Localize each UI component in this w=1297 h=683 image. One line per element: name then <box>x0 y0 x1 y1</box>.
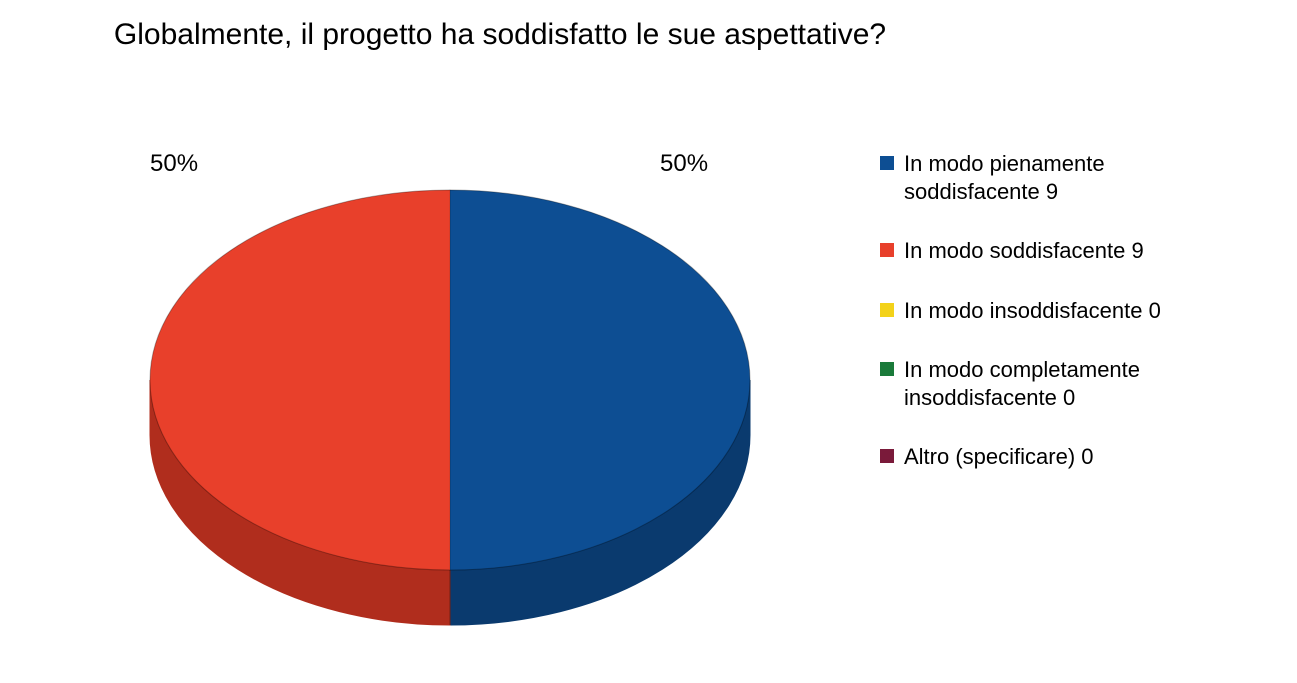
legend-label: In modo pienamente soddisfacente 9 <box>904 150 1244 205</box>
pie-data-label: 50% <box>150 150 198 178</box>
legend-swatch <box>880 243 894 257</box>
legend-swatch <box>880 449 894 463</box>
legend-item: In modo completamente insoddisfacente 0 <box>880 356 1280 411</box>
legend-item: In modo insoddisfacente 0 <box>880 297 1280 325</box>
pie-data-label: 50% <box>660 150 708 178</box>
legend-swatch <box>880 303 894 317</box>
legend-swatch <box>880 156 894 170</box>
legend: In modo pienamente soddisfacente 9 In mod… <box>880 150 1280 503</box>
pie-chart: 50% 50% <box>60 90 840 650</box>
legend-label: In modo soddisfacente 9 <box>904 237 1144 265</box>
legend-item: In modo soddisfacente 9 <box>880 237 1280 265</box>
legend-label: In modo insoddisfacente 0 <box>904 297 1161 325</box>
legend-swatch <box>880 362 894 376</box>
legend-label: In modo completamente insoddisfacente 0 <box>904 356 1244 411</box>
legend-label: Altro (specificare) 0 <box>904 443 1094 471</box>
legend-item: In modo pienamente soddisfacente 9 <box>880 150 1280 205</box>
chart-title: Globalmente, il progetto ha soddisfatto … <box>0 18 1000 52</box>
legend-item: Altro (specificare) 0 <box>880 443 1280 471</box>
